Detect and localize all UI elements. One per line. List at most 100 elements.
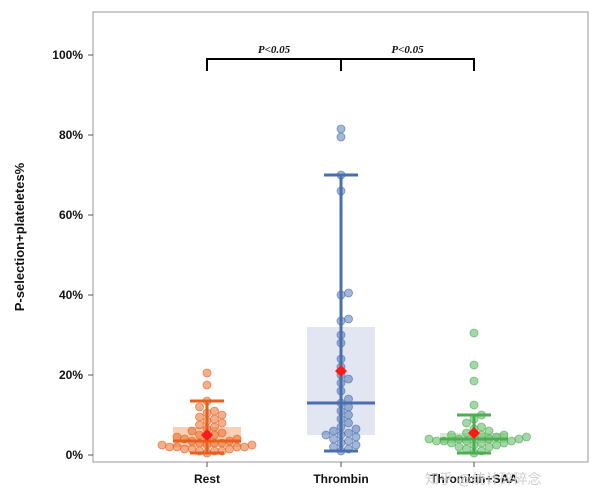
data-point [336,430,346,440]
data-point [469,414,479,424]
data-point [469,400,479,410]
data-point [202,408,212,418]
data-point [321,430,331,440]
watermark: 知乎 @统计碎碎念 [425,471,541,488]
x-ticks-layer: Rest Thrombin Thrombin+SAA [194,462,518,486]
data-point [210,438,219,448]
data-point [336,338,346,348]
data-point [202,380,212,390]
data-point [157,440,167,450]
data-point [432,436,441,446]
data-point [336,170,346,180]
data-point [336,132,346,142]
data-point [462,418,471,428]
data-point [336,386,346,396]
data-point [210,446,219,456]
data-point [336,124,346,134]
y-tick-label: 0% [66,448,84,462]
y-tick-label: 40% [59,288,83,302]
data-point [351,432,361,442]
significance-label: P<0.05 [258,44,291,56]
data-point [336,414,346,424]
data-point [351,440,361,450]
x-tick-label: Rest [194,472,220,486]
data-point [344,436,353,446]
data-point [344,402,353,412]
x-tick-label: Thrombin [313,472,368,486]
data-point [217,438,227,448]
data-point [187,426,197,436]
data-point [336,422,346,432]
data-point [344,314,353,324]
data-point [477,410,486,420]
data-point [336,378,346,388]
data-point [469,440,479,450]
data-point [336,186,346,196]
data-point [232,434,242,444]
data-point [469,376,479,386]
data-point [507,436,516,446]
data-point [202,396,212,406]
data-point [492,440,501,450]
y-tick-label: 60% [59,208,83,222]
data-point [195,402,204,412]
y-tick-label: 100% [52,48,83,62]
data-point [344,444,353,454]
data-point [217,446,227,456]
data-point [195,412,204,422]
data-point [247,440,257,450]
data-point [447,430,456,440]
data-point [344,428,353,438]
data-point [202,416,212,426]
x-tick-label: Thrombin+SAA [430,472,518,486]
y-tick-label: 80% [59,128,83,142]
significance-bracket [340,58,475,71]
data-point [217,410,227,420]
data-point [447,438,456,448]
significance-label: P<0.05 [391,44,424,56]
data-point [469,448,479,458]
data-point [336,316,346,326]
data-point [329,442,338,452]
data-point [329,426,338,436]
data-point [499,438,509,448]
data-point [462,444,471,454]
data-point [424,434,434,444]
points-layer [157,124,531,458]
data-point [492,432,501,442]
data-point [522,432,531,442]
y-tick-label: 20% [59,368,83,382]
data-point [172,442,182,452]
data-point [484,442,494,452]
data-point [329,434,338,444]
data-point [240,442,249,452]
data-point [344,288,353,298]
data-point [217,428,227,438]
data-point [344,418,353,428]
data-point [484,426,494,436]
data-point [344,410,353,420]
mean-marker [335,365,347,377]
data-point [477,438,486,448]
data-point [225,444,234,454]
data-point [454,442,464,452]
data-point [210,422,219,432]
data-point [477,422,486,432]
mean-marker [201,429,213,441]
data-point [439,436,449,446]
data-point [336,406,346,416]
data-point [484,434,494,444]
data-point [210,414,219,424]
data-point [477,446,486,456]
significance-bracket [206,58,342,71]
y-ticks-layer: 0% 20% 40% 60% 80% 100% [52,48,93,462]
data-point [336,290,346,300]
data-point [172,432,182,442]
annotations-layer: P<0.05 P<0.05 [206,44,475,71]
data-point [195,420,204,430]
data-point [344,374,353,384]
data-point [469,360,479,370]
y-axis-title: P-selection+plateletes% [12,162,27,311]
data-point [336,354,346,364]
